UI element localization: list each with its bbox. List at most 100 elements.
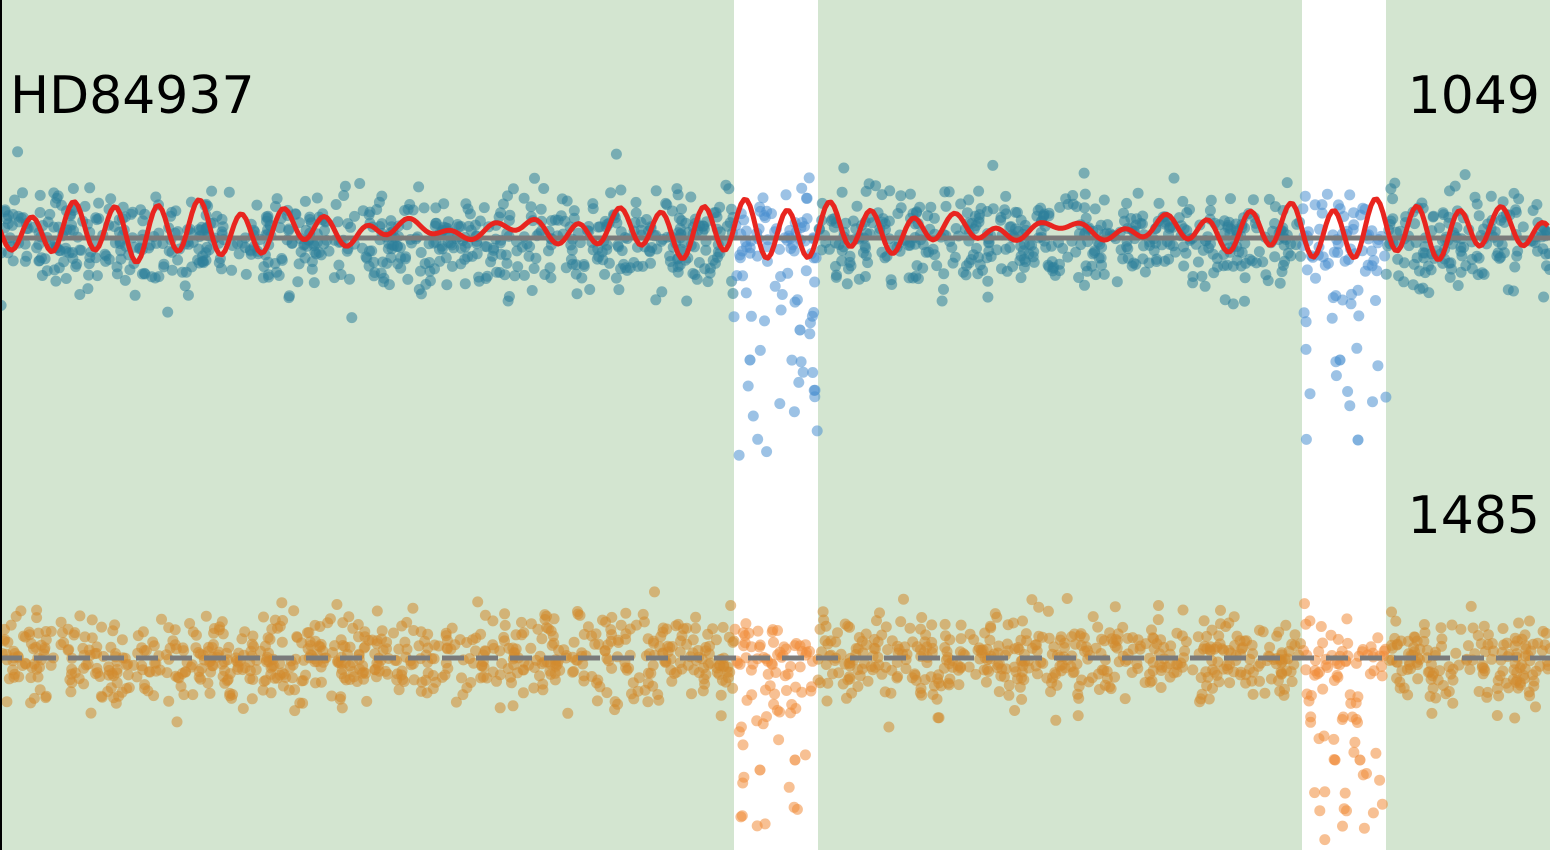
data-point [1295,638,1306,650]
data-point [1096,259,1107,271]
target-name-label: HD84937 [10,66,255,126]
data-point [276,636,288,648]
data-point [852,643,864,654]
data-point [1318,730,1330,742]
data-point [10,610,22,622]
data-point [315,661,327,673]
data-point [1352,691,1364,703]
data-point [904,188,916,200]
data-point [1394,682,1406,694]
data-point [904,239,916,251]
data-point [707,623,719,635]
data-point [676,203,687,215]
data-point [186,659,198,671]
data-point [844,673,856,685]
data-point [984,634,996,646]
data-point [172,254,184,266]
data-point [882,644,894,656]
data-point [895,202,907,214]
data-point [258,611,269,623]
data-point [1070,246,1082,258]
data-point [731,270,743,282]
data-point [626,688,637,700]
data-point [1346,288,1357,300]
data-point [79,200,91,212]
data-point [757,192,769,204]
data-point [940,654,952,666]
data-point [1371,265,1383,277]
data-point [223,186,235,198]
data-point [1117,621,1129,633]
data-point [1026,594,1038,606]
data-point [1407,279,1419,291]
data-point [1239,272,1251,284]
data-point [137,626,149,638]
data-point [369,664,381,675]
data-point [1314,805,1326,817]
data-point [917,262,929,274]
data-point [162,306,174,318]
data-point [940,200,952,212]
data-point [970,668,982,680]
data-point [1374,774,1386,786]
data-point [1254,675,1265,687]
data-point [752,625,764,637]
data-point [818,614,830,626]
data-point [274,222,286,234]
data-point [230,652,242,664]
data-point [7,255,19,267]
data-point [244,665,256,677]
data-point [440,252,452,264]
data-point [518,269,530,281]
data-point [799,749,811,761]
data-point [364,206,376,218]
data-point [1409,631,1421,643]
data-point [441,635,453,646]
data-point [553,644,565,656]
data-point [163,695,175,707]
data-point [576,272,588,284]
data-point [1111,276,1123,288]
data-point [396,665,408,677]
data-point [1278,689,1290,701]
data-point [836,255,848,267]
data-point [1317,637,1329,649]
data-point [309,635,321,647]
data-point [479,645,491,657]
data-point [1300,664,1312,676]
data-point [1253,246,1265,258]
data-point [1446,263,1457,275]
data-point [764,680,776,692]
data-point [1313,646,1325,658]
data-point [1337,711,1349,723]
data-point [503,215,515,226]
data-point [1280,619,1292,631]
data-point [572,608,584,620]
data-point [788,245,800,257]
data-point [1177,195,1189,207]
data-point [807,655,818,667]
data-point [288,605,300,617]
data-point [1155,682,1167,693]
data-point [650,294,662,306]
data-point [516,616,527,628]
data-point [422,628,434,640]
data-point [1325,629,1337,641]
data-point [939,618,951,630]
data-point [552,214,564,226]
data-point [932,712,944,724]
data-point [1412,659,1424,671]
data-point [926,636,938,648]
data-point [1003,679,1015,691]
data-point [809,384,821,396]
data-point [1435,622,1447,634]
data-point [1090,642,1102,654]
data-point [335,269,347,280]
data-point [383,279,395,291]
data-point [811,425,823,437]
data-point [955,198,967,210]
data-point [129,289,141,301]
data-point [105,641,117,653]
data-point [1215,604,1226,616]
data-point [1322,257,1334,269]
